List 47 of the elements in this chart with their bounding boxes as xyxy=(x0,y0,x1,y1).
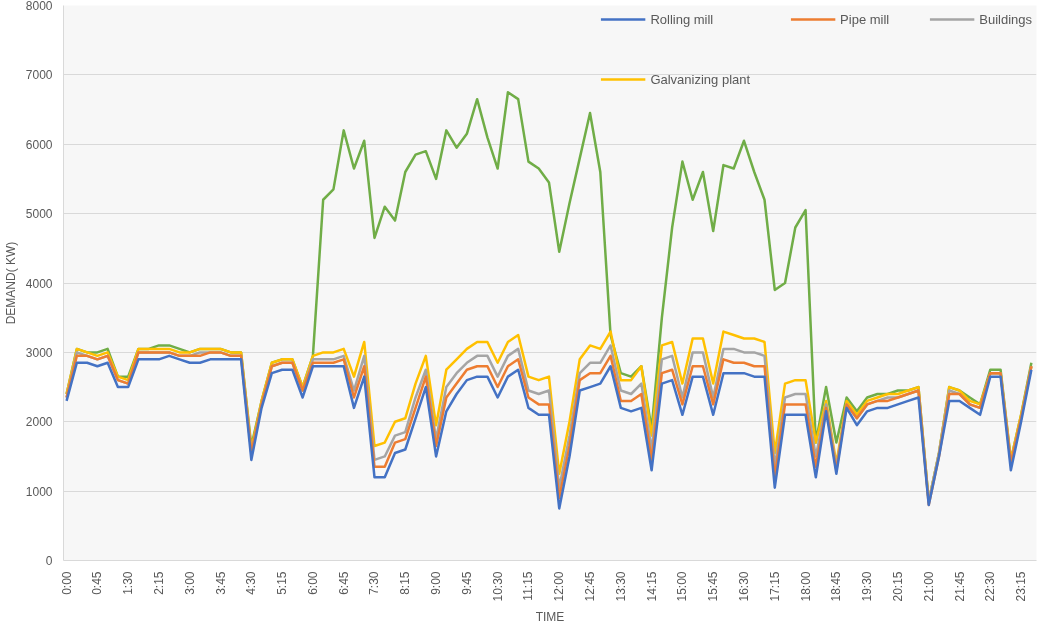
x-tick-label: 13:30 xyxy=(613,571,628,602)
x-tick-label: 0:45 xyxy=(90,571,105,595)
y-tick-label: 1000 xyxy=(25,484,53,499)
x-tick-label: 17:15 xyxy=(767,571,782,602)
x-tick-label: 18:45 xyxy=(829,571,844,602)
x-tick-label: 10:30 xyxy=(490,571,505,602)
x-tick-label: 16:30 xyxy=(736,571,751,602)
x-tick-label: 12:45 xyxy=(583,571,598,602)
x-tick-label: 21:45 xyxy=(952,571,967,602)
x-tick-label: 15:45 xyxy=(706,571,721,602)
y-tick-label: 4000 xyxy=(25,276,53,291)
x-tick-label: 3:00 xyxy=(182,571,197,595)
x-tick-label: 0:00 xyxy=(59,571,74,595)
x-tick-label: 23:15 xyxy=(1014,571,1029,602)
legend-label: Buildings xyxy=(979,11,1032,27)
x-tick-label: 9:45 xyxy=(459,571,474,595)
x-tick-label: 1:30 xyxy=(121,571,136,595)
x-tick-label: 9:00 xyxy=(429,571,444,595)
x-tick-label: 6:45 xyxy=(336,571,351,595)
x-tick-label: 7:30 xyxy=(367,571,382,595)
legend-label: Rolling mill xyxy=(650,11,714,27)
x-tick-label: 3:45 xyxy=(213,571,228,595)
y-tick-label: 2000 xyxy=(25,415,53,430)
x-tick-label: 12:00 xyxy=(552,571,567,602)
y-tick-label: 7000 xyxy=(25,68,53,83)
x-tick-label: 8:15 xyxy=(398,571,413,595)
x-tick-label: 4:30 xyxy=(244,571,259,595)
x-tick-label: 18:00 xyxy=(798,571,813,602)
y-tick-label: 0 xyxy=(45,554,53,568)
y-tick-label: 5000 xyxy=(25,207,53,222)
x-tick-label: 14:15 xyxy=(644,571,659,602)
y-axis-title: DEMAND( KW) xyxy=(3,241,18,325)
x-tick-label: 22:30 xyxy=(983,571,998,602)
x-tick-label: 21:00 xyxy=(921,571,936,602)
x-tick-label: 15:00 xyxy=(675,571,690,602)
x-tick-label: 19:30 xyxy=(860,571,875,602)
legend-label: Galvanizing plant xyxy=(650,71,751,87)
legend-label: Pipe mill xyxy=(840,11,890,27)
y-tick-label: 8000 xyxy=(25,0,53,13)
x-tick-label: 5:15 xyxy=(275,571,290,595)
x-tick-label: 11:15 xyxy=(521,571,536,601)
x-tick-label: 20:15 xyxy=(890,571,905,602)
x-tick-label: 6:00 xyxy=(305,571,320,595)
y-tick-label: 6000 xyxy=(25,137,53,152)
x-axis-title: TIME xyxy=(535,609,565,624)
x-tick-label: 2:15 xyxy=(151,571,166,595)
y-tick-label: 3000 xyxy=(25,345,53,360)
